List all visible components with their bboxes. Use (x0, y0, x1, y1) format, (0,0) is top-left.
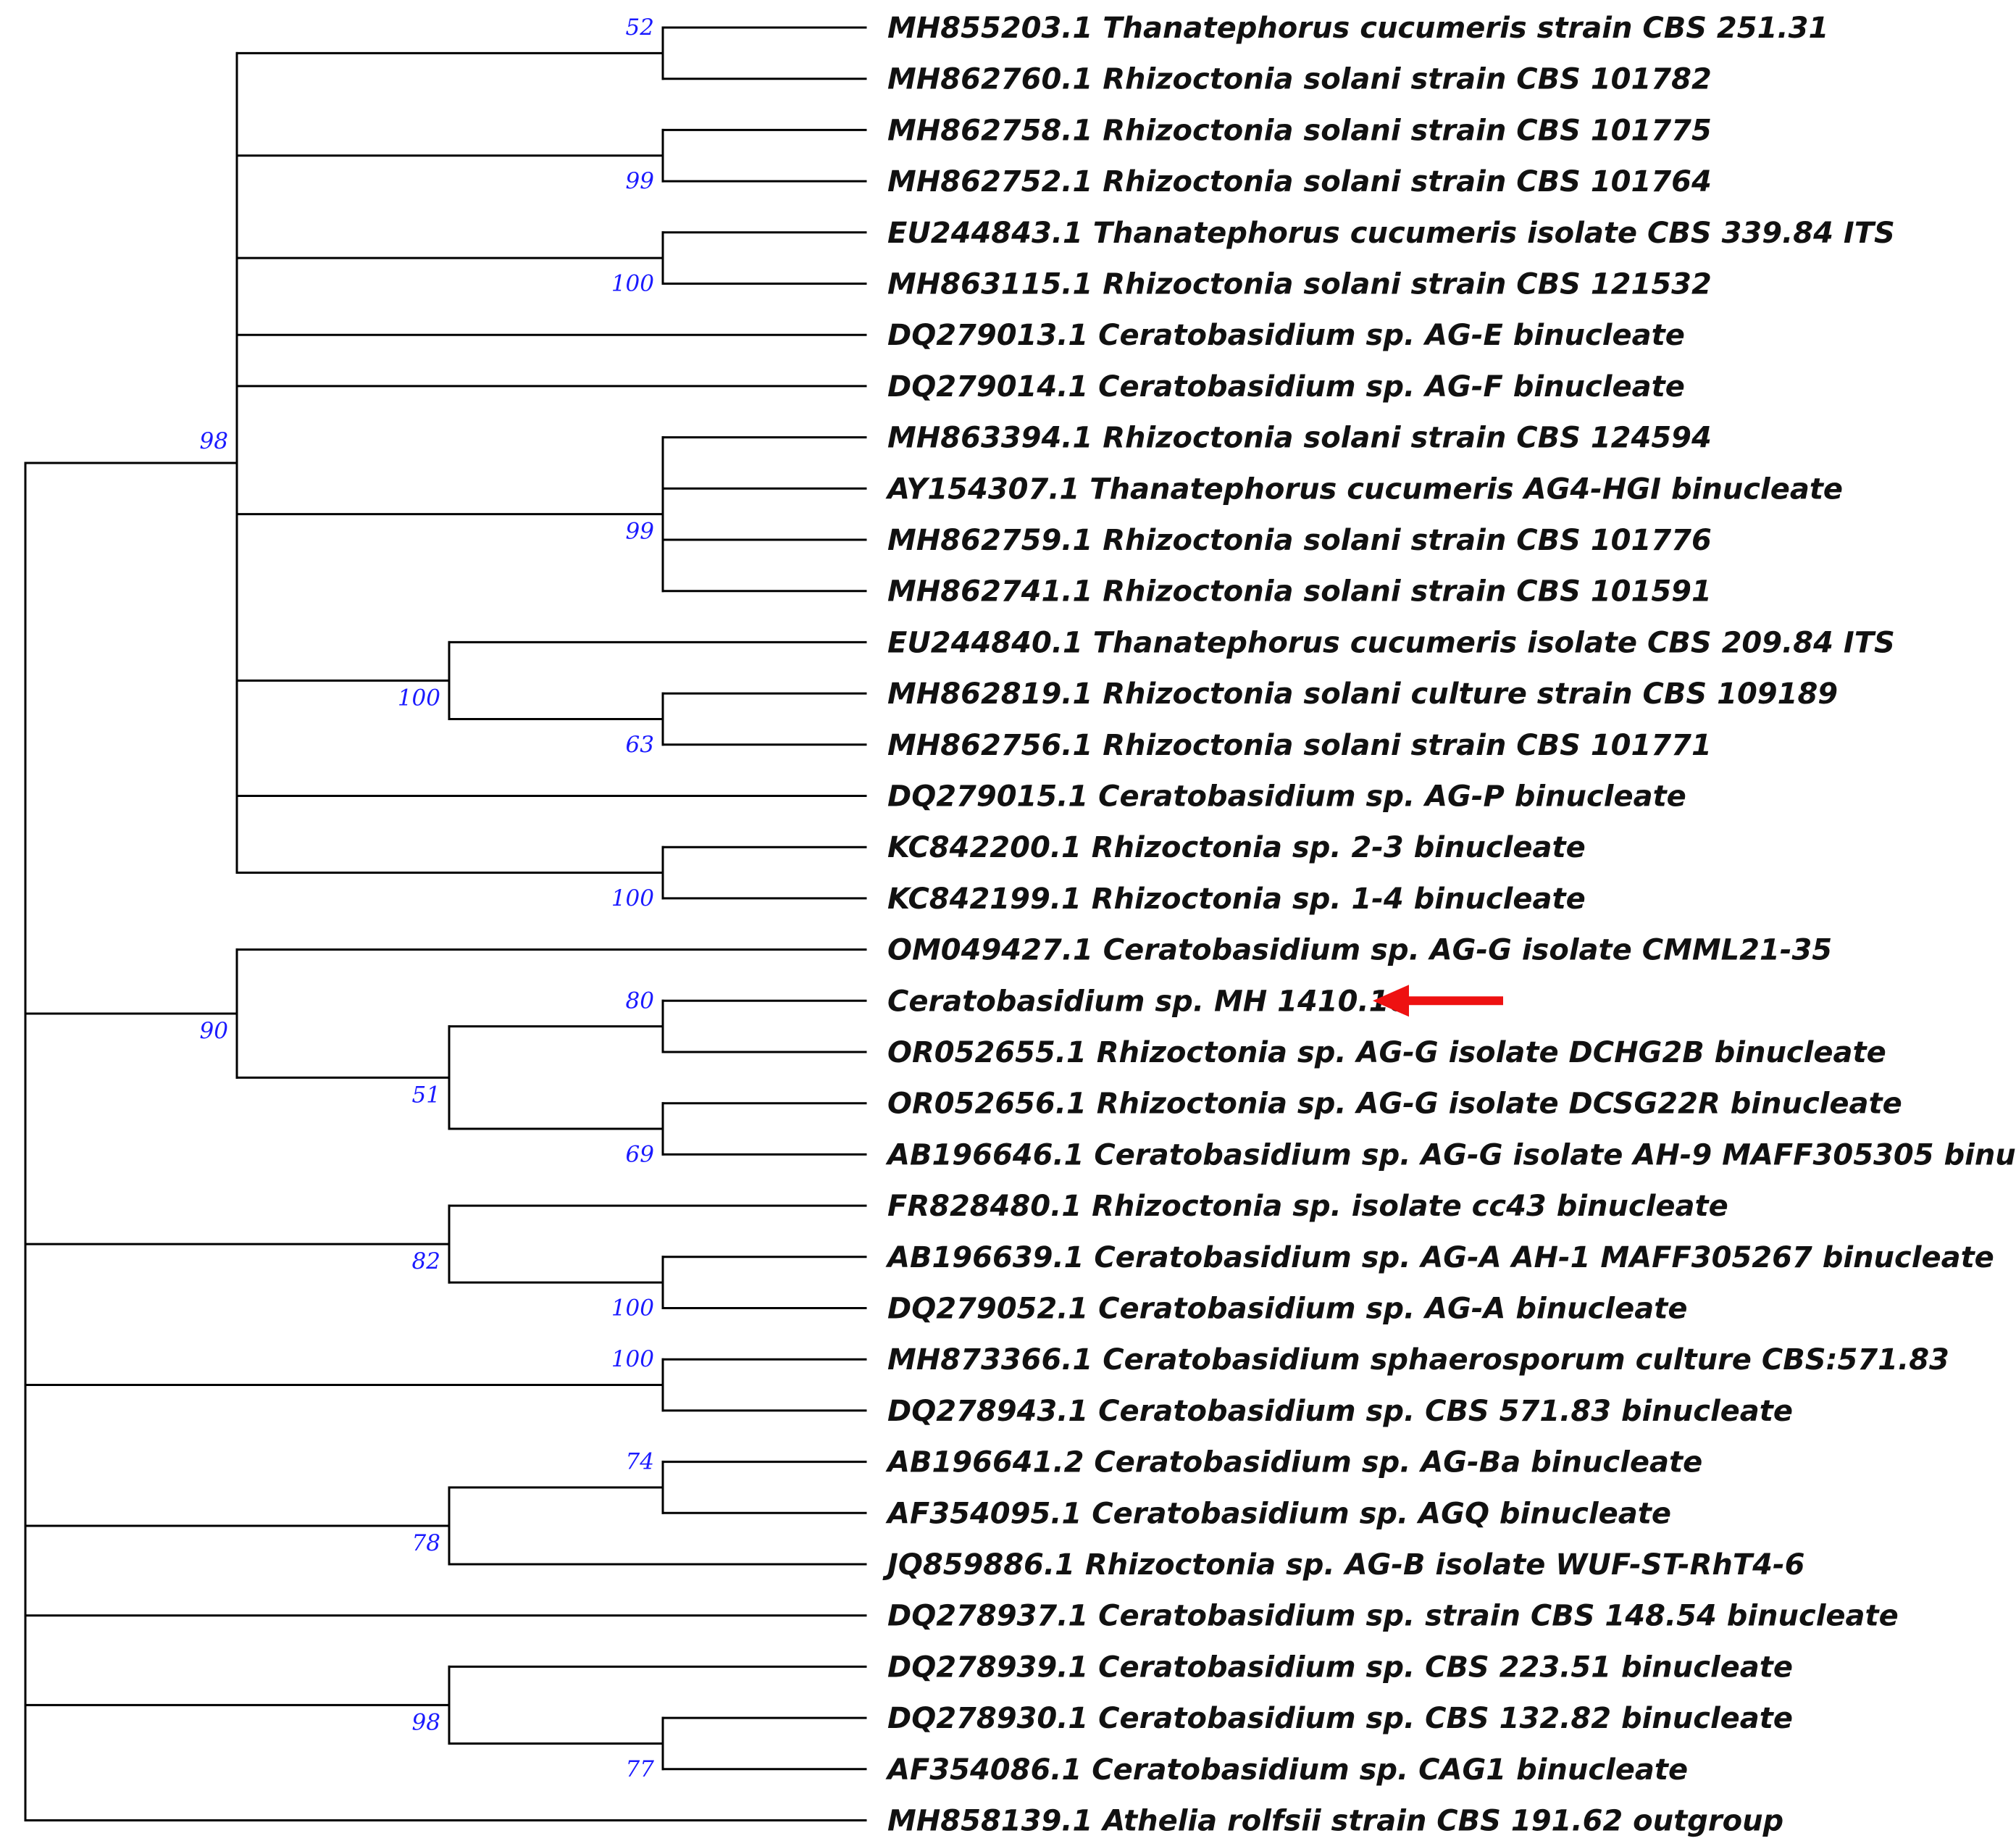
taxon-label: MH862759.1 Rhizoctonia solani strain CBS… (887, 524, 1712, 557)
taxon-label: KC842200.1 Rhizoctonia sp. 2-3 binucleat… (887, 831, 1586, 864)
taxon-label: DQ278930.1 Ceratobasidium sp. CBS 132.82… (887, 1702, 1793, 1735)
taxon-label: MH855203.1 Thanatephorus cucumeris strai… (887, 12, 1828, 45)
taxon-label: OR052656.1 Rhizoctonia sp. AG-G isolate … (887, 1088, 1902, 1121)
taxon-label: MH862752.1 Rhizoctonia solani strain CBS… (887, 165, 1712, 199)
taxon-label: KC842199.1 Rhizoctonia sp. 1-4 binucleat… (887, 882, 1586, 916)
bootstrap-value: 98 (412, 1709, 440, 1735)
taxon-label: DQ279014.1 Ceratobasidium sp. AG-F binuc… (887, 370, 1685, 404)
bootstrap-value: 98 (200, 428, 228, 454)
bootstrap-value: 90 (200, 1018, 228, 1044)
bootstrap-value: 82 (412, 1248, 440, 1274)
bootstrap-value: 63 (626, 732, 654, 758)
taxon-label: DQ279013.1 Ceratobasidium sp. AG-E binuc… (887, 319, 1685, 352)
bootstrap-values: 52 99 100 99 63 100 100 98 80 69 51 90 100 82 100 74 78 7… (200, 14, 655, 1782)
highlighted-taxon-label: Ceratobasidium sp. MH 1410.10 (887, 985, 1409, 1018)
taxon-label: DQ279052.1 Ceratobasidium sp. AG-A binuc… (887, 1293, 1687, 1326)
taxon-label: MH858139.1 Athelia rolfsii strain CBS 19… (887, 1805, 1783, 1838)
bootstrap-value: 80 (626, 988, 654, 1014)
tree-branches (24, 26, 867, 1821)
taxon-label: OR052655.1 Rhizoctonia sp. AG-G isolate … (887, 1036, 1886, 1069)
bootstrap-value: 69 (626, 1141, 654, 1167)
bootstrap-value: 77 (626, 1756, 655, 1782)
taxon-label: MH862758.1 Rhizoctonia solani strain CBS… (887, 114, 1712, 147)
bootstrap-value: 100 (611, 1346, 654, 1372)
taxon-labels: MH855203.1 Thanatephorus cucumeris strai… (882, 12, 2016, 1838)
bootstrap-value: 99 (626, 519, 654, 545)
taxon-label: MH862819.1 Rhizoctonia solani culture st… (887, 677, 1838, 711)
bootstrap-value: 74 (626, 1449, 654, 1475)
bootstrap-value: 100 (611, 271, 654, 297)
taxon-label: MH862741.1 Rhizoctonia solani strain CBS… (887, 575, 1712, 609)
taxon-label: OM049427.1 Ceratobasidium sp. AG-G isola… (887, 934, 1832, 967)
taxon-label: MH873366.1 Ceratobasidium sphaerosporum … (887, 1343, 1949, 1377)
bootstrap-value: 78 (412, 1530, 440, 1556)
taxon-label: MH863115.1 Rhizoctonia solani strain CBS… (887, 268, 1712, 301)
arrow-head-icon (1373, 985, 1409, 1017)
bootstrap-value: 51 (412, 1082, 440, 1108)
taxon-label: AB196639.1 Ceratobasidium sp. AG-A AH-1 … (885, 1241, 1994, 1274)
taxon-label: MH862760.1 Rhizoctonia solani strain CBS… (887, 63, 1712, 96)
taxon-label: MH862756.1 Rhizoctonia solani strain CBS… (887, 729, 1712, 762)
bootstrap-value: 52 (626, 14, 654, 41)
taxon-label: AB196646.1 Ceratobasidium sp. AG-G isola… (885, 1138, 2016, 1172)
bootstrap-value: 99 (626, 168, 654, 194)
bootstrap-value: 100 (611, 885, 654, 911)
taxon-label: DQ278937.1 Ceratobasidium sp. strain CBS… (887, 1600, 1899, 1633)
taxon-label: DQ278939.1 Ceratobasidium sp. CBS 223.51… (887, 1650, 1793, 1684)
taxon-label: AB196641.2 Ceratobasidium sp. AG-Ba binu… (885, 1446, 1702, 1479)
taxon-label: FR828480.1 Rhizoctonia sp. isolate cc43 … (887, 1190, 1728, 1223)
bootstrap-value: 100 (611, 1295, 654, 1322)
bootstrap-value: 100 (398, 685, 440, 711)
highlight-arrow (1373, 985, 1503, 1017)
taxon-label: EU244843.1 Thanatephorus cucumeris isola… (887, 217, 1895, 250)
taxon-label: DQ278943.1 Ceratobasidium sp. CBS 571.83… (887, 1395, 1793, 1428)
taxon-label: AY154307.1 Thanatephorus cucumeris AG4-H… (885, 472, 1843, 506)
taxon-label: AF354095.1 Ceratobasidium sp. AGQ binucl… (885, 1497, 1671, 1530)
taxon-label: AF354086.1 Ceratobasidium sp. CAG1 binuc… (885, 1753, 1688, 1787)
taxon-label: MH863394.1 Rhizoctonia solani strain CBS… (887, 422, 1712, 455)
taxon-label: EU244840.1 Thanatephorus cucumeris isola… (887, 626, 1895, 659)
taxon-label: JQ859886.1 Rhizoctonia sp. AG-B isolate … (882, 1548, 1804, 1582)
taxon-label: DQ279015.1 Ceratobasidium sp. AG-P binuc… (887, 780, 1686, 814)
